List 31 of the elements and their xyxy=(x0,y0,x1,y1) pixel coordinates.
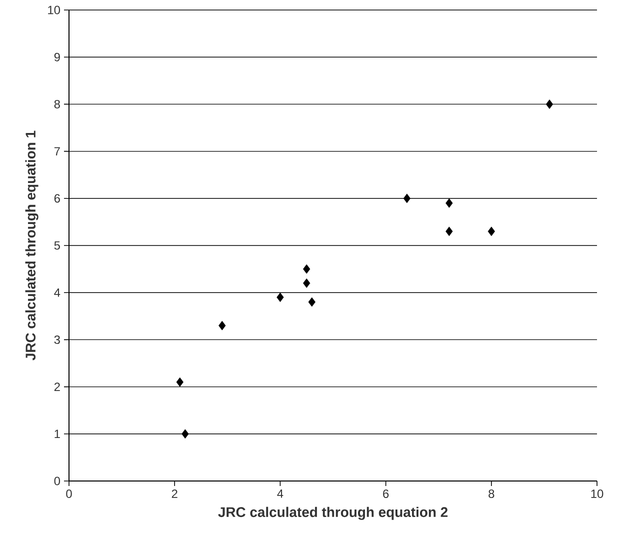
point xyxy=(446,198,453,208)
y-tick-label: 2 xyxy=(54,382,60,391)
point xyxy=(218,320,226,330)
y-tick-label: 7 xyxy=(54,147,60,156)
y-tick-label: 1 xyxy=(54,430,60,438)
x-tick-label: 4 xyxy=(277,490,284,498)
point xyxy=(303,264,310,274)
y-tick-label: 9 xyxy=(54,52,60,62)
x-tick-label: 2 xyxy=(172,490,178,498)
y-tick-label: 6 xyxy=(54,194,60,203)
y-tick-label: 10 xyxy=(48,6,60,14)
point xyxy=(488,226,495,236)
x-tick-label: 10 xyxy=(591,490,604,498)
y-tick-label: 8 xyxy=(54,100,60,108)
y-tick-label: 3 xyxy=(54,335,60,344)
point xyxy=(303,278,310,288)
point xyxy=(308,297,316,307)
point xyxy=(446,226,453,236)
point xyxy=(276,292,284,302)
point xyxy=(546,99,554,109)
point xyxy=(176,377,184,387)
y-tick-label: 5 xyxy=(54,241,60,250)
point xyxy=(403,194,410,204)
x-axis-title: JRC calculated through equation 2 xyxy=(218,506,448,520)
x-tick-label: 6 xyxy=(383,490,389,498)
x-tick-label: 0 xyxy=(66,490,72,498)
point xyxy=(182,429,189,439)
y-tick-label: 0 xyxy=(54,476,60,486)
y-tick-label: 4 xyxy=(54,288,60,297)
x-tick-label: 8 xyxy=(488,490,494,498)
y-axis-title: JRC calculated through equation 1 xyxy=(25,130,38,360)
